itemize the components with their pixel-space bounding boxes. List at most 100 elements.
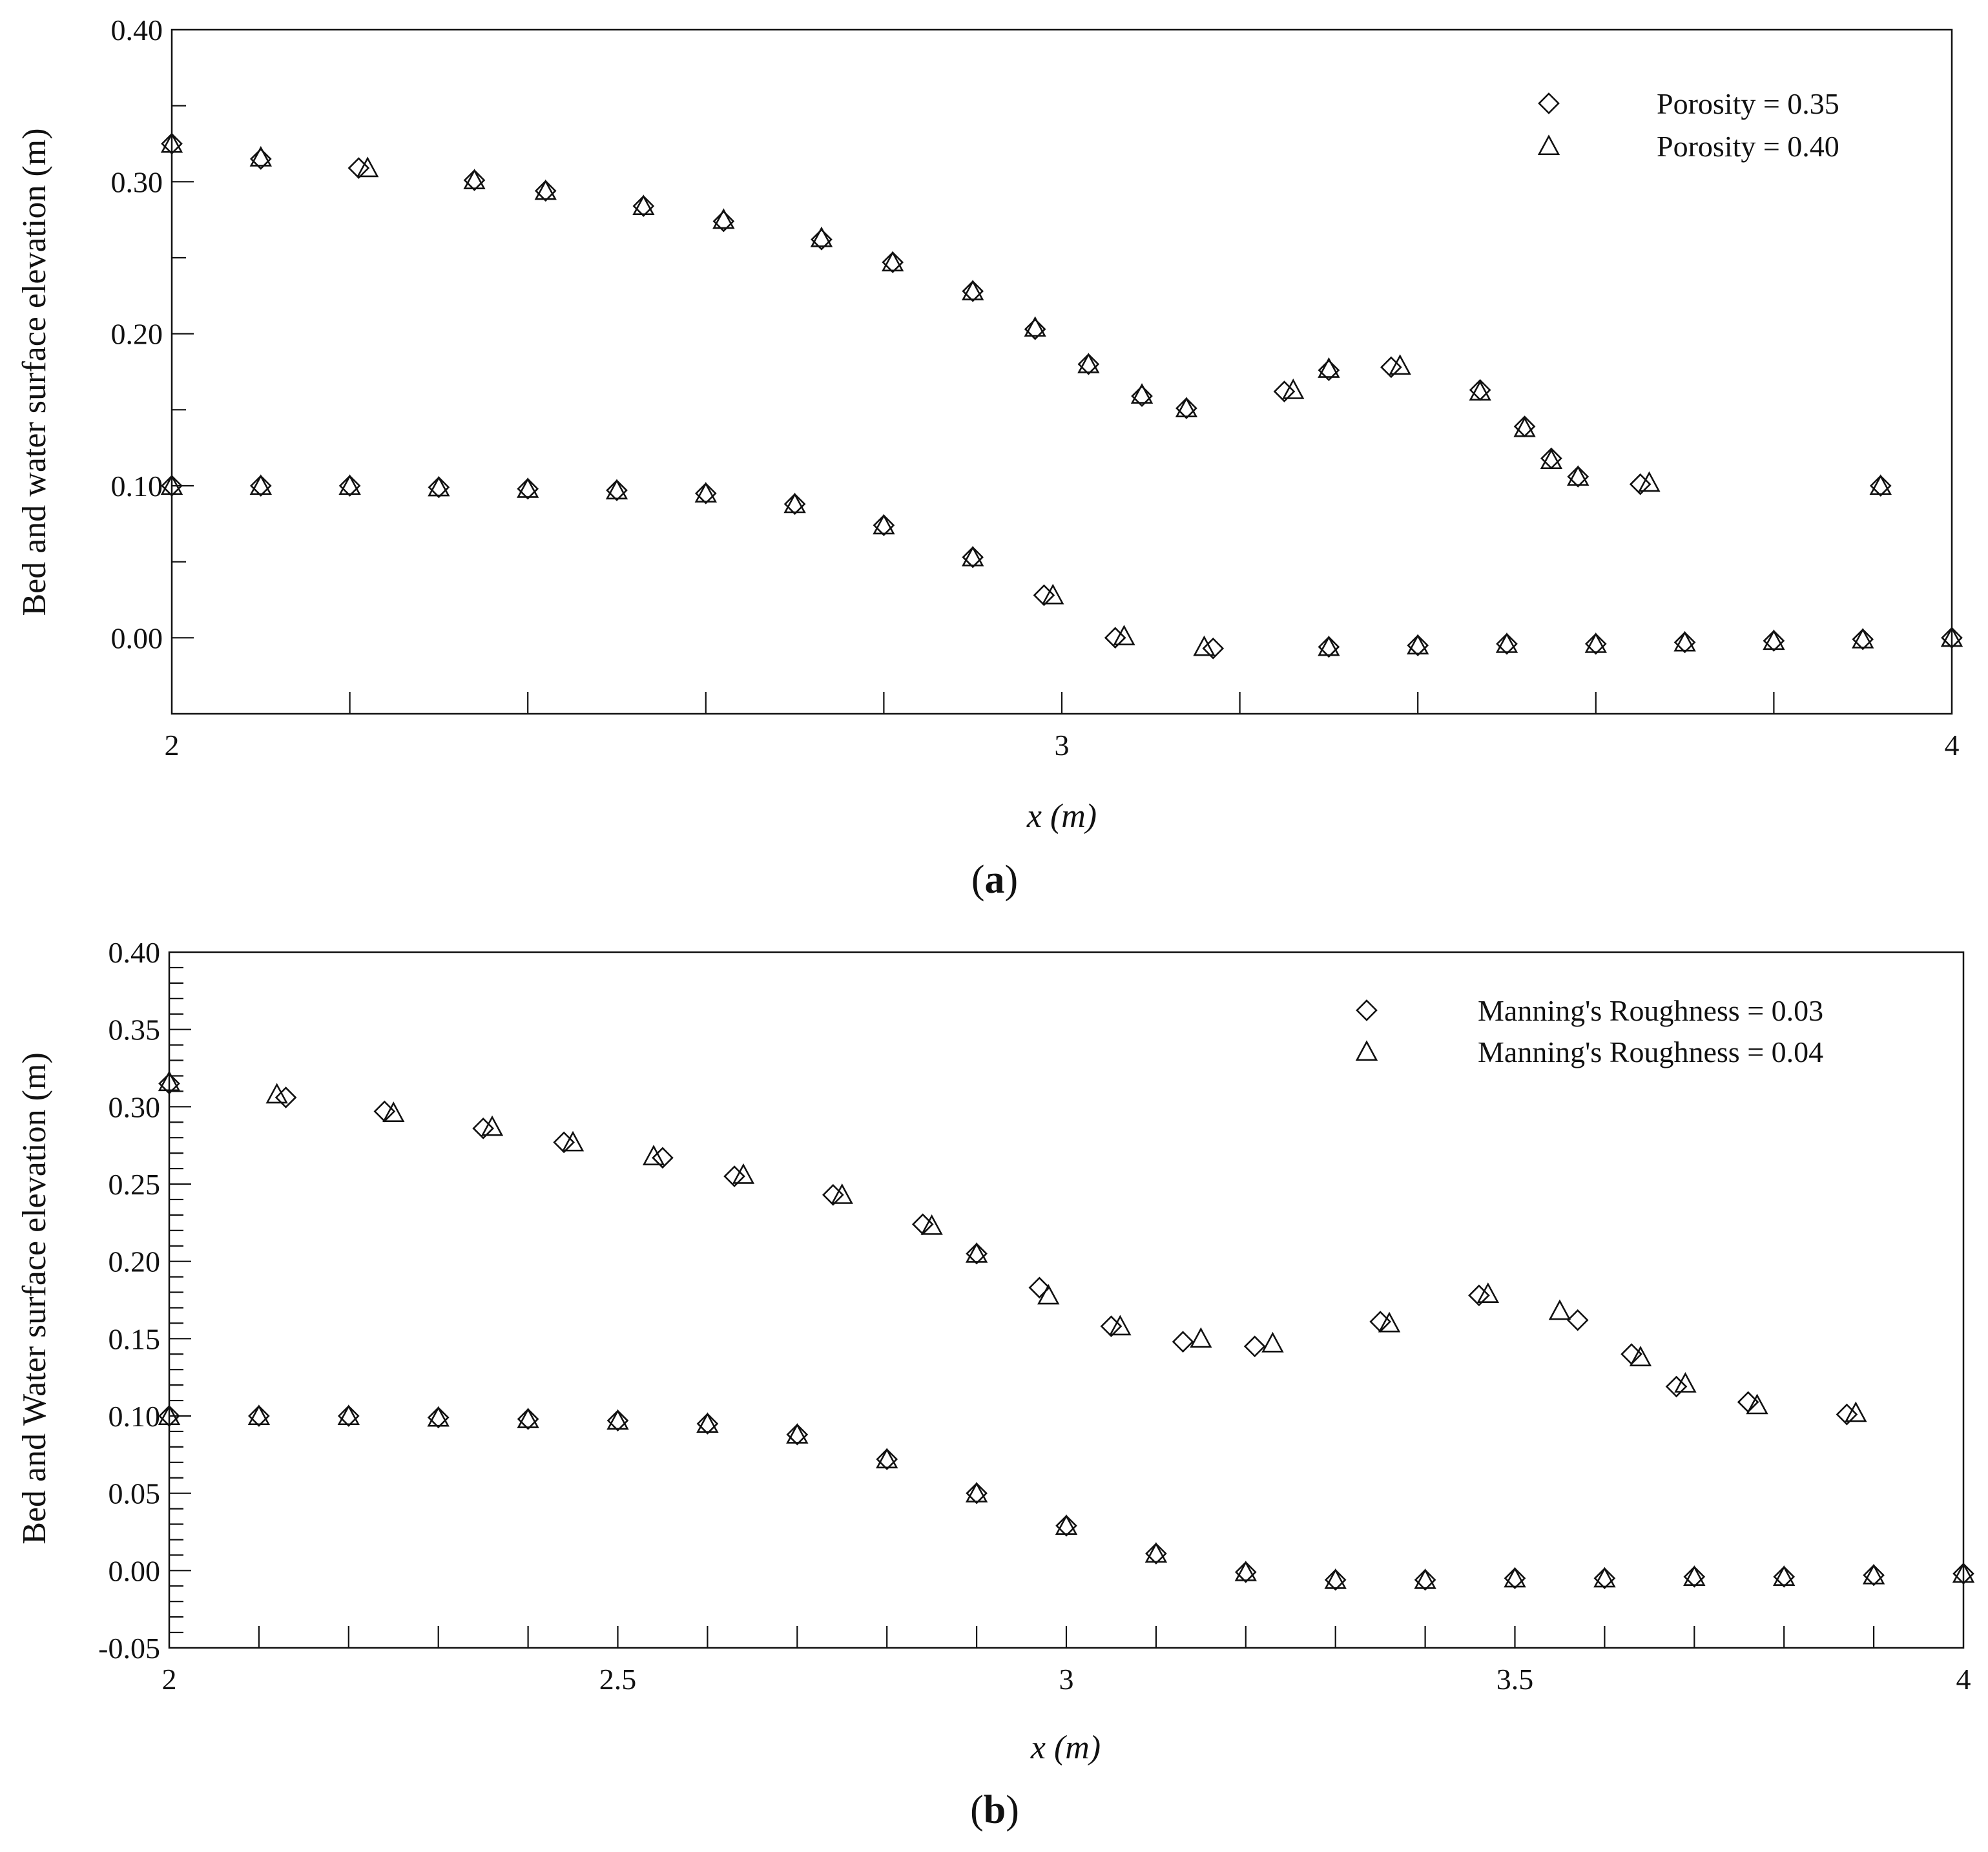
data-point-diamond-a: [1273, 380, 1296, 402]
data-point-triangle-a: [1469, 380, 1491, 401]
data-point-diamond-a: [1852, 628, 1874, 650]
legend-marker-triangle-a: [1537, 134, 1560, 156]
y-tick-label-a: 0.40: [111, 14, 163, 47]
data-point-triangle-a: [810, 226, 833, 247]
data-point-diamond-b: [822, 1183, 844, 1206]
data-point-diamond-a: [873, 514, 895, 537]
x-tick-label-b: 3.5: [1496, 1663, 1534, 1696]
data-point-diamond-b: [606, 1410, 629, 1432]
data-point-triangle-b: [876, 1448, 898, 1469]
panel-label-b: (b): [970, 1788, 1019, 1832]
legend-label-0-b: Manning's Roughness = 0.03: [1478, 994, 1823, 1027]
data-point-diamond-a: [338, 475, 361, 497]
data-point-diamond-b: [1683, 1566, 1706, 1588]
data-point-diamond-b: [1324, 1568, 1347, 1591]
data-point-triangle-a: [1318, 635, 1340, 656]
data-point-diamond-b: [1468, 1284, 1490, 1307]
data-point-diamond-a: [1584, 632, 1607, 655]
data-point-triangle-b: [786, 1422, 809, 1444]
data-point-diamond-b: [472, 1118, 494, 1139]
data-point-diamond-b: [1952, 1563, 1974, 1585]
data-point-diamond-a: [1673, 631, 1696, 654]
data-point-triangle-a: [160, 132, 183, 153]
data-point-diamond-b: [248, 1405, 270, 1427]
y-axis-title-b: Bed and Water surface elevation (m): [16, 1052, 53, 1545]
data-point-diamond-a: [1941, 627, 1963, 649]
data-point-triangle-b: [1683, 1565, 1706, 1586]
data-point-triangle-b: [337, 1404, 360, 1426]
data-point-triangle-b: [732, 1163, 755, 1184]
data-point-triangle-b: [247, 1404, 271, 1426]
panel-b: 2 2.5 3 3.5 4 -0.05 0.00 0.05 0.10 0.15 0.20 0.25 0.…: [16, 936, 1975, 1832]
data-point-triangle-a: [1869, 474, 1892, 495]
data-point-diamond-a: [534, 180, 557, 202]
data-point-triangle-b: [1144, 1542, 1168, 1563]
data-point-diamond-b: [1566, 1309, 1589, 1331]
data-point-triangle-a: [1024, 316, 1046, 337]
data-point-diamond-b: [1737, 1391, 1759, 1413]
data-point-triangle-a: [1852, 627, 1874, 649]
x-tick-label-a: 2: [165, 729, 180, 762]
data-point-diamond-a: [1202, 637, 1225, 660]
data-point-diamond-b: [1028, 1276, 1051, 1299]
data-point-triangle-a: [1113, 625, 1135, 646]
legend-marker-diamond-a: [1538, 92, 1560, 114]
data-point-diamond-a: [1407, 634, 1429, 656]
data-point-diamond-b: [274, 1087, 297, 1108]
panel-a: 2 3 4 0.00 0.10 0.20 0.30 0.40 Bed and water su…: [16, 14, 1963, 902]
x-tick-label-a: 4: [1945, 729, 1960, 762]
y-tick-label-b: 0.05: [109, 1477, 161, 1510]
data-point-triangle-b: [427, 1406, 450, 1427]
data-point-triangle-b: [1674, 1372, 1697, 1393]
data-point-triangle-a: [632, 194, 655, 216]
data-point-triangle-b: [965, 1481, 988, 1503]
data-point-diamond-a: [1380, 356, 1402, 379]
data-point-triangle-b: [831, 1183, 853, 1204]
data-point-diamond-b: [158, 1072, 180, 1095]
data-point-triangle-b: [1476, 1282, 1500, 1303]
data-point-triangle-a: [1763, 629, 1785, 650]
data-point-triangle-b: [1234, 1560, 1257, 1581]
data-point-triangle-b: [920, 1214, 943, 1235]
legend-a: Porosity = 0.35 Porosity = 0.40: [1537, 87, 1839, 163]
legend-marker-diamond-b: [1356, 999, 1378, 1021]
data-point-diamond-b: [1243, 1335, 1266, 1358]
data-point-triangle-b: [696, 1412, 719, 1433]
data-point-triangle-a: [1567, 465, 1589, 486]
data-point-diamond-a: [1033, 584, 1055, 607]
data-point-diamond-a: [962, 546, 984, 568]
x-tick-label-a: 3: [1055, 729, 1070, 762]
legend-b: Manning's Roughness = 0.03 Manning's Rou…: [1355, 994, 1823, 1068]
data-point-triangle-b: [1629, 1346, 1652, 1367]
data-point-diamond-b: [1055, 1515, 1077, 1537]
data-point-diamond-a: [1318, 636, 1340, 658]
data-point-triangle-a: [1584, 632, 1607, 653]
data-point-diamond-b: [1504, 1567, 1526, 1590]
data-point-triangle-a: [1175, 397, 1198, 418]
data-point-triangle-a: [1389, 354, 1411, 375]
data-point-diamond-b: [652, 1147, 674, 1169]
data-point-triangle-a: [428, 475, 450, 497]
data-point-triangle-b: [1593, 1566, 1616, 1588]
data-point-triangle-b: [1261, 1331, 1284, 1353]
data-point-triangle-a: [1318, 357, 1340, 378]
data-point-triangle-b: [1190, 1327, 1212, 1348]
data-point-diamond-b: [723, 1165, 745, 1187]
data-point-triangle-b: [382, 1101, 405, 1122]
legend-diamond-glyph-a: [1538, 92, 1560, 114]
data-point-triangle-a: [356, 156, 379, 178]
data-point-triangle-b: [1414, 1568, 1436, 1589]
data-point-triangle-a: [962, 280, 984, 300]
data-point-diamond-b: [427, 1406, 450, 1429]
data-point-diamond-a: [962, 280, 984, 302]
data-point-triangle-a: [1638, 471, 1661, 492]
data-point-diamond-b: [553, 1131, 575, 1154]
data-point-diamond-b: [517, 1408, 539, 1430]
data-point-diamond-a: [694, 482, 717, 505]
data-point-diamond-b: [1172, 1331, 1194, 1353]
y-tick-label-b: 0.10: [109, 1400, 161, 1433]
data-point-triangle-a: [783, 492, 806, 514]
x-axis-title-b: x (m): [1030, 1729, 1101, 1766]
data-point-triangle-a: [605, 479, 628, 500]
